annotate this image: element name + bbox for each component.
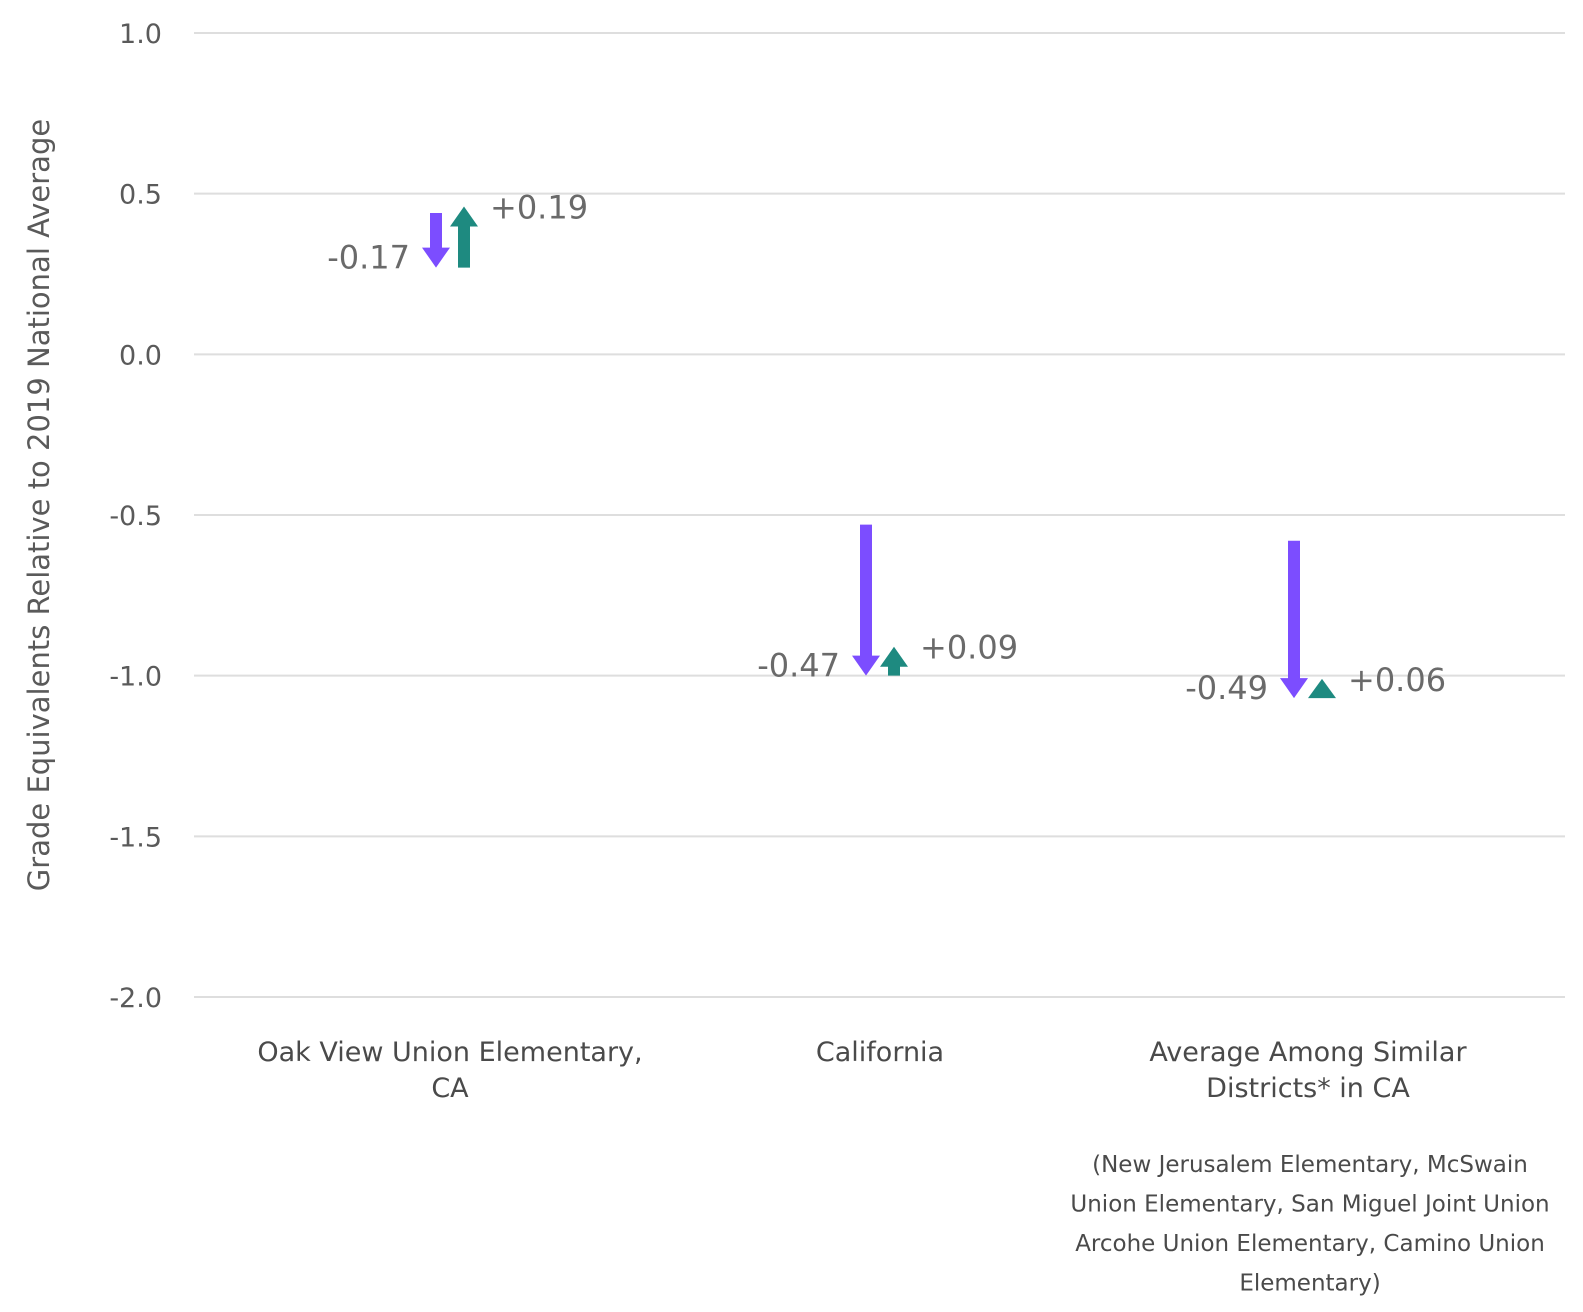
recovery-data-label: +0.19 xyxy=(490,189,588,227)
decline-data-label: -0.17 xyxy=(327,239,410,277)
y-tick-label: 0.0 xyxy=(119,340,162,371)
category-labels: Oak View Union Elementary, CA California Av… xyxy=(257,1037,1467,1104)
category-label: California xyxy=(816,1037,944,1068)
y-tick-label: 1.0 xyxy=(119,19,162,50)
footnote: (New Jerusalem Elementary, McSwain Union … xyxy=(1070,1152,1549,1297)
footnote-line: Elementary) xyxy=(1239,1271,1380,1297)
category-label: CA xyxy=(431,1073,469,1104)
footnote-line: Arcohe Union Elementary, Camino Union xyxy=(1075,1231,1545,1257)
decline-arrow xyxy=(852,524,880,676)
y-tick-label: -0.5 xyxy=(109,501,162,532)
decline-arrow xyxy=(1280,540,1308,699)
y-tick-label: -2.0 xyxy=(109,983,162,1014)
y-axis-label: Grade Equivalents Relative to 2019 Natio… xyxy=(22,119,56,891)
y-tick-label: -1.0 xyxy=(109,662,162,693)
recovery-data-label: +0.09 xyxy=(920,629,1018,667)
recovery-arrow xyxy=(880,646,908,676)
recovery-data-label: +0.06 xyxy=(1348,661,1446,699)
decline-arrow xyxy=(422,212,450,268)
decline-data-label: -0.47 xyxy=(757,647,840,685)
y-tick-label: -1.5 xyxy=(109,822,162,853)
arrows: -0.17 +0.19 -0.47 +0.09 -0.49 +0.06 xyxy=(327,189,1446,708)
recovery-arrow xyxy=(450,206,478,268)
gridlines xyxy=(194,32,1565,998)
category-label: Average Among Similar xyxy=(1149,1037,1467,1068)
category-label: Oak View Union Elementary, xyxy=(257,1037,642,1068)
footnote-line: (New Jerusalem Elementary, McSwain xyxy=(1092,1152,1528,1178)
y-axis-ticks: 1.0 0.5 0.0 -0.5 -1.0 -1.5 -2.0 xyxy=(109,19,162,1014)
y-tick-label: 0.5 xyxy=(119,180,162,211)
recovery-arrow xyxy=(1308,678,1336,699)
decline-data-label: -0.49 xyxy=(1185,669,1268,707)
footnote-line: Union Elementary, San Miguel Joint Union xyxy=(1070,1192,1549,1218)
category-label: Districts* in CA xyxy=(1206,1073,1410,1104)
